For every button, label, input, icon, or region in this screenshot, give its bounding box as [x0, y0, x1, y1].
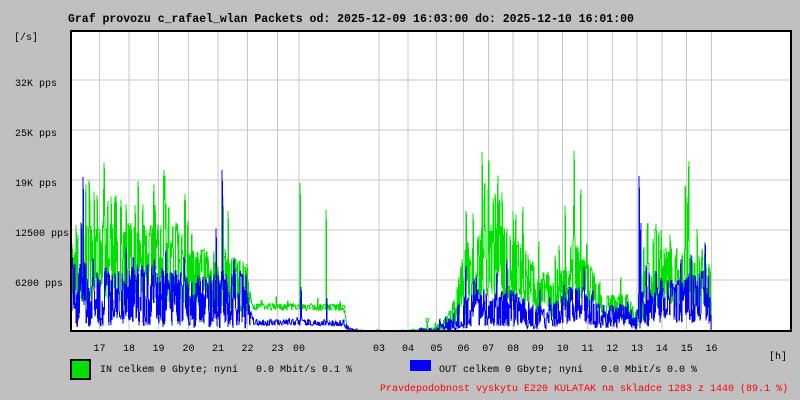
svg-text:06: 06	[457, 344, 469, 355]
svg-text:15: 15	[681, 344, 693, 355]
svg-text:Graf provozu c_rafael_wlan Pac: Graf provozu c_rafael_wlan Packets od: 2…	[68, 13, 634, 26]
svg-text:10: 10	[557, 344, 569, 355]
svg-text:04: 04	[402, 344, 414, 355]
svg-text:19K pps: 19K pps	[15, 179, 57, 190]
svg-text:12: 12	[606, 344, 618, 355]
svg-text:32K pps: 32K pps	[15, 79, 57, 90]
svg-text:12500 pps: 12500 pps	[15, 229, 69, 240]
svg-text:17: 17	[93, 344, 105, 355]
svg-text:6200 pps: 6200 pps	[15, 279, 63, 290]
svg-text:07: 07	[482, 344, 494, 355]
svg-text:19: 19	[152, 344, 164, 355]
svg-text:21: 21	[212, 344, 224, 355]
svg-text:22: 22	[241, 344, 253, 355]
svg-text:[/s]: [/s]	[14, 32, 38, 44]
svg-text:05: 05	[430, 344, 442, 355]
svg-text:25K pps: 25K pps	[15, 129, 57, 140]
svg-text:18: 18	[123, 344, 135, 355]
svg-text:[h]: [h]	[769, 351, 787, 363]
svg-text:09: 09	[532, 344, 544, 355]
svg-text:00: 00	[293, 344, 305, 355]
svg-text:03: 03	[373, 344, 385, 355]
svg-text:11: 11	[581, 344, 593, 355]
svg-text:20: 20	[182, 344, 194, 355]
svg-text:14: 14	[656, 344, 668, 355]
svg-text:13: 13	[631, 344, 643, 355]
svg-text:Pravdepodobnost vyskytu E220 K: Pravdepodobnost vyskytu E220 KULATAK na …	[380, 383, 788, 395]
svg-text:23: 23	[271, 344, 283, 355]
svg-text:OUT celkem 0 Gbyte; nyní 0.0: OUT celkem 0 Gbyte; nyní 0.0 Mbit/s 0.0 …	[439, 364, 697, 376]
svg-text:16: 16	[705, 344, 717, 355]
svg-text:08: 08	[507, 344, 519, 355]
svg-text:IN celkem 0 Gbyte; nyní 0.0: IN celkem 0 Gbyte; nyní 0.0 Mbit/s 0.1 %	[100, 364, 352, 376]
